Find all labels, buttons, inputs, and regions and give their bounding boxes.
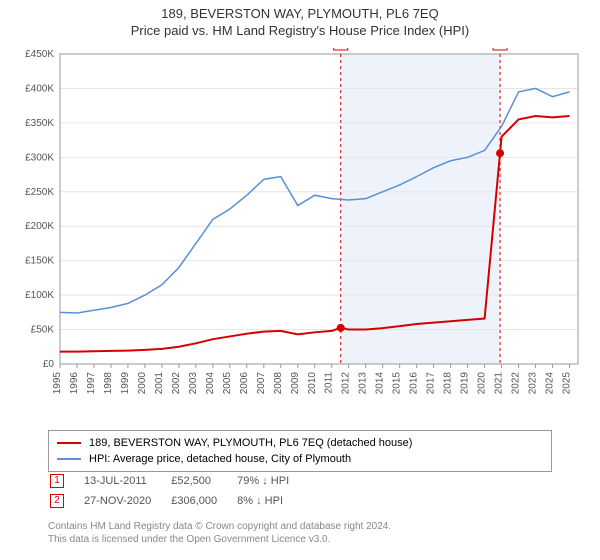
svg-text:2002: 2002 xyxy=(171,372,182,395)
legend-label-hpi: HPI: Average price, detached house, City… xyxy=(89,451,351,467)
svg-text:£300K: £300K xyxy=(25,152,54,163)
svg-text:£200K: £200K xyxy=(25,221,54,232)
svg-text:1998: 1998 xyxy=(103,372,114,395)
svg-text:2024: 2024 xyxy=(545,372,556,395)
svg-text:2022: 2022 xyxy=(511,372,522,395)
svg-text:£450K: £450K xyxy=(25,49,54,60)
svg-text:2017: 2017 xyxy=(426,372,437,395)
svg-text:2019: 2019 xyxy=(460,372,471,395)
svg-text:2001: 2001 xyxy=(154,372,165,395)
svg-text:£400K: £400K xyxy=(25,83,54,94)
svg-text:2025: 2025 xyxy=(562,372,573,395)
svg-text:1999: 1999 xyxy=(120,372,131,395)
footnote-line: This data is licensed under the Open Gov… xyxy=(48,533,391,546)
svg-text:2009: 2009 xyxy=(290,372,301,395)
title-address: 189, BEVERSTON WAY, PLYMOUTH, PL6 7EQ xyxy=(0,6,600,21)
svg-text:2000: 2000 xyxy=(137,372,148,395)
table-row: 1 13-JUL-2011 £52,500 79% ↓ HPI xyxy=(50,472,307,490)
svg-text:£50K: £50K xyxy=(31,325,55,336)
svg-text:2: 2 xyxy=(497,48,503,50)
txn-date: 13-JUL-2011 xyxy=(84,472,169,490)
svg-text:2012: 2012 xyxy=(341,372,352,395)
svg-text:1995: 1995 xyxy=(52,372,63,395)
svg-text:2013: 2013 xyxy=(358,372,369,395)
marker-1: 1 xyxy=(50,474,64,488)
svg-text:£350K: £350K xyxy=(25,118,54,129)
svg-text:£0: £0 xyxy=(43,359,55,370)
svg-text:2005: 2005 xyxy=(222,372,233,395)
svg-text:2007: 2007 xyxy=(256,372,267,395)
footnote: Contains HM Land Registry data © Crown c… xyxy=(48,520,391,546)
svg-text:2004: 2004 xyxy=(205,372,216,395)
txn-price: £306,000 xyxy=(171,492,235,510)
svg-text:2003: 2003 xyxy=(188,372,199,395)
svg-text:2016: 2016 xyxy=(409,372,420,395)
price-chart: £0 £50K £100K £150K £200K £250K £300K £350K £400… xyxy=(12,48,588,418)
svg-text:1996: 1996 xyxy=(69,372,80,395)
table-row: 2 27-NOV-2020 £306,000 8% ↓ HPI xyxy=(50,492,307,510)
legend-label-property: 189, BEVERSTON WAY, PLYMOUTH, PL6 7EQ (d… xyxy=(89,435,412,451)
legend-swatch-hpi xyxy=(57,458,81,460)
svg-text:2014: 2014 xyxy=(375,372,386,395)
txn-delta: 79% ↓ HPI xyxy=(237,472,307,490)
txn-delta: 8% ↓ HPI xyxy=(237,492,307,510)
txn-price: £52,500 xyxy=(171,472,235,490)
svg-text:2023: 2023 xyxy=(528,372,539,395)
marker-2: 2 xyxy=(50,494,64,508)
svg-text:2020: 2020 xyxy=(477,372,488,395)
legend: 189, BEVERSTON WAY, PLYMOUTH, PL6 7EQ (d… xyxy=(48,430,552,472)
legend-row-property: 189, BEVERSTON WAY, PLYMOUTH, PL6 7EQ (d… xyxy=(57,435,543,451)
svg-text:2010: 2010 xyxy=(307,372,318,395)
svg-text:£150K: £150K xyxy=(25,256,54,267)
transactions-table: 1 13-JUL-2011 £52,500 79% ↓ HPI 2 27-NOV… xyxy=(48,470,309,512)
svg-text:2011: 2011 xyxy=(324,372,335,394)
svg-text:£250K: £250K xyxy=(25,187,54,198)
svg-text:2008: 2008 xyxy=(273,372,284,395)
svg-text:2006: 2006 xyxy=(239,372,250,395)
title-subtitle: Price paid vs. HM Land Registry's House … xyxy=(0,23,600,38)
svg-text:1997: 1997 xyxy=(86,372,97,395)
footnote-line: Contains HM Land Registry data © Crown c… xyxy=(48,520,391,533)
svg-text:2018: 2018 xyxy=(443,372,454,395)
svg-text:£100K: £100K xyxy=(25,290,54,301)
txn-date: 27-NOV-2020 xyxy=(84,492,169,510)
svg-text:1: 1 xyxy=(338,48,344,50)
legend-row-hpi: HPI: Average price, detached house, City… xyxy=(57,451,543,467)
svg-text:2021: 2021 xyxy=(494,372,505,395)
legend-swatch-property xyxy=(57,442,81,444)
svg-text:2015: 2015 xyxy=(392,372,403,395)
